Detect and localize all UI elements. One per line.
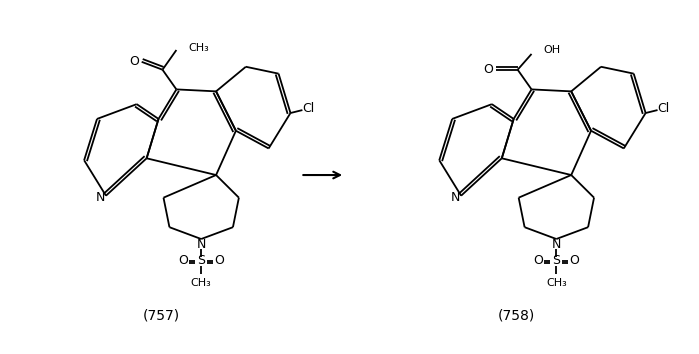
Text: (757): (757): [143, 309, 180, 323]
Text: S: S: [552, 254, 561, 267]
Text: Cl: Cl: [657, 102, 670, 115]
Text: N: N: [552, 238, 561, 251]
Text: O: O: [533, 254, 543, 267]
Text: O: O: [569, 254, 579, 267]
Text: O: O: [178, 254, 188, 267]
Text: OH: OH: [543, 45, 561, 55]
Text: N: N: [95, 191, 105, 204]
Text: Cl: Cl: [302, 102, 315, 115]
Text: O: O: [214, 254, 224, 267]
Text: CH₃: CH₃: [546, 278, 567, 288]
Text: CH₃: CH₃: [191, 278, 212, 288]
Text: (758): (758): [498, 309, 535, 323]
Text: CH₃: CH₃: [188, 43, 209, 53]
Text: O: O: [483, 63, 493, 76]
Text: O: O: [129, 55, 138, 68]
Text: S: S: [197, 254, 206, 267]
Text: N: N: [450, 191, 460, 204]
Text: N: N: [196, 238, 206, 251]
